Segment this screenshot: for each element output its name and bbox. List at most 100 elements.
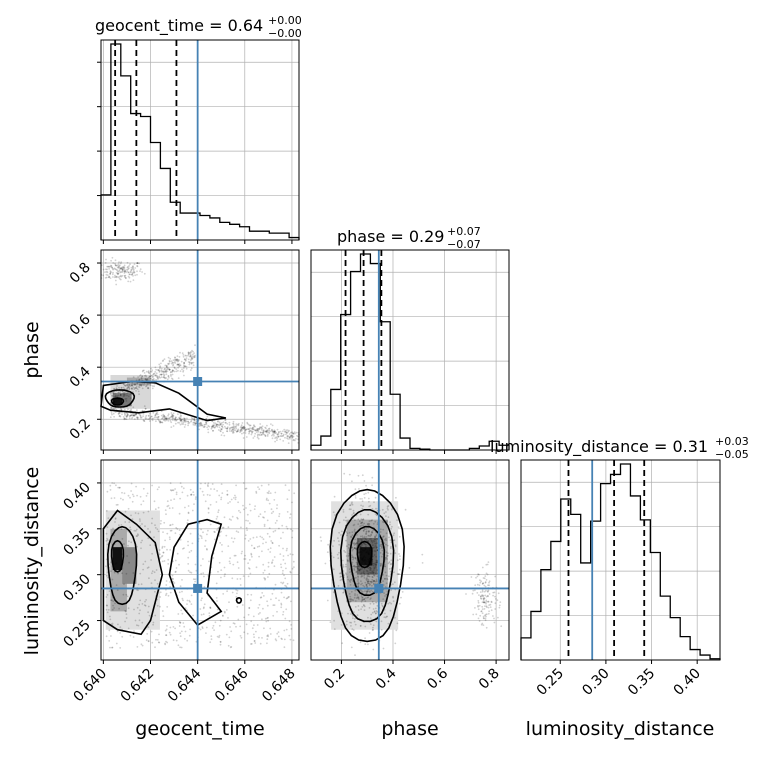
sample-point: [341, 559, 344, 562]
sample-point: [116, 266, 119, 269]
sample-point: [154, 614, 157, 617]
sample-point: [392, 595, 394, 598]
sample-point: [171, 417, 174, 419]
sample-point: [175, 419, 177, 422]
sample-point: [267, 548, 270, 551]
sample-point: [362, 529, 365, 532]
sample-point: [125, 415, 128, 418]
sample-point: [247, 562, 250, 565]
sample-point: [353, 568, 356, 570]
sample-point: [368, 580, 370, 583]
sample-point: [273, 499, 276, 501]
sample-point: [184, 365, 187, 368]
sample-point: [284, 584, 286, 587]
sample-point: [470, 576, 473, 578]
sample-point: [121, 413, 123, 416]
sample-point: [364, 637, 366, 640]
sample-point: [361, 549, 364, 552]
sample-point: [481, 601, 484, 603]
sample-point: [386, 554, 389, 557]
sample-point: [352, 565, 354, 568]
sample-point: [134, 267, 137, 269]
sample-point: [376, 561, 378, 564]
sample-point: [214, 426, 217, 428]
sample-point: [251, 426, 254, 429]
sample-point: [116, 272, 119, 275]
sample-point: [202, 558, 204, 560]
sample-point: [170, 421, 173, 424]
sample-point: [194, 498, 197, 500]
sample-point: [478, 620, 481, 622]
histogram-phase: [310, 253, 510, 451]
sample-point: [361, 519, 364, 521]
sample-point: [381, 549, 384, 552]
sample-point: [124, 609, 127, 612]
sample-point: [193, 419, 196, 422]
sample-point: [319, 536, 322, 539]
sample-point: [275, 436, 278, 439]
sample-point: [271, 559, 274, 561]
sample-point: [355, 558, 357, 560]
sample-point: [112, 527, 114, 530]
sample-point: [346, 534, 348, 537]
sample-point: [284, 577, 287, 580]
sample-point: [138, 619, 141, 622]
sample-point: [169, 586, 172, 588]
sample-point: [108, 629, 111, 632]
sample-point: [386, 577, 388, 580]
sample-point: [244, 537, 247, 540]
sample-point: [476, 592, 479, 594]
sample-point: [156, 411, 159, 414]
sample-point: [154, 579, 156, 582]
sample-point: [124, 413, 126, 415]
sample-point: [180, 419, 182, 422]
sample-point: [373, 574, 376, 577]
sample-point: [361, 498, 363, 500]
sample-point: [127, 507, 130, 510]
sample-point: [127, 275, 130, 278]
sample-point: [170, 426, 173, 428]
sample-point: [110, 406, 113, 409]
sample-point: [124, 521, 127, 523]
sample-point: [128, 387, 131, 390]
sample-point: [152, 372, 155, 375]
sample-point: [271, 433, 274, 436]
title-luminosity-distance: luminosity_distance = 0.31: [490, 437, 708, 457]
sample-point: [228, 636, 231, 639]
sample-point: [126, 595, 129, 598]
sample-point: [401, 591, 404, 593]
sample-point: [373, 501, 375, 503]
sample-point: [126, 394, 128, 397]
sample-point: [167, 563, 170, 565]
sample-point: [374, 561, 377, 564]
sample-point: [179, 418, 182, 420]
sample-point: [125, 400, 128, 402]
sample-point: [213, 426, 216, 429]
sample-point: [125, 418, 128, 420]
sample-point: [353, 547, 356, 550]
sample-point: [123, 492, 126, 495]
sample-point: [163, 375, 165, 377]
sample-point: [282, 440, 285, 442]
sample-point: [134, 383, 137, 386]
sample-point: [241, 429, 243, 432]
sample-point: [273, 431, 275, 433]
sample-point: [167, 558, 170, 561]
sample-point: [114, 602, 116, 605]
sample-point: [126, 388, 129, 391]
sample-point: [386, 558, 388, 560]
sample-point: [150, 630, 153, 633]
sample-point: [221, 614, 224, 617]
sample-point: [150, 415, 153, 418]
sample-point: [340, 575, 342, 578]
sample-point: [362, 557, 365, 560]
sample-point: [384, 578, 386, 580]
sample-point: [127, 408, 129, 411]
xlabel-luminosity-distance: luminosity_distance: [526, 718, 715, 740]
sample-point: [258, 545, 261, 548]
sample-point: [365, 531, 368, 534]
sample-point: [398, 535, 401, 538]
sample-point: [127, 395, 130, 398]
sample-point: [236, 430, 238, 433]
sample-point: [385, 532, 388, 535]
